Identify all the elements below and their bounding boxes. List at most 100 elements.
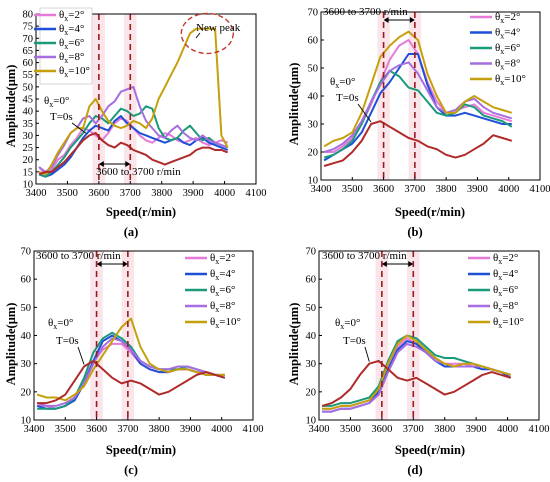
y-tick-label: 15: [23, 167, 34, 178]
x-tick-label: 3800: [151, 188, 172, 199]
y-tick-label: 20: [308, 148, 319, 159]
y-tick-label: 40: [21, 331, 32, 342]
baseline-pointer-line: [71, 122, 87, 134]
x-tick-label: 3500: [55, 424, 76, 435]
y-tick-label: 30: [306, 359, 317, 370]
x-axis-label: Speed(r/min): [395, 443, 465, 457]
baseline-label-angle: θx=0°: [335, 317, 360, 331]
y-tick-label: 30: [23, 131, 34, 142]
x-tick-label: 3900: [467, 184, 488, 195]
legend-label: θx=2°: [495, 11, 520, 25]
y-tick-label: 55: [23, 70, 34, 81]
legend-label: θx=6°: [210, 284, 235, 298]
y-tick-label: 20: [306, 387, 317, 398]
band-arrow-right-icon: [122, 261, 128, 267]
y-axis-label: Amplitude(μm): [287, 63, 301, 146]
x-tick-label: 3600: [88, 188, 109, 199]
x-tick-label: 3700: [404, 184, 425, 195]
y-tick-label: 30: [308, 120, 319, 131]
series-line: [323, 53, 512, 162]
baseline-label-time: T=0s: [50, 111, 73, 123]
legend-label: θx=4°: [495, 27, 520, 41]
baseline-label-time: T=0s: [336, 92, 359, 104]
y-tick-label: 50: [308, 64, 319, 75]
panel-label: (d): [407, 463, 422, 477]
band-arrow-right-icon: [125, 161, 131, 167]
x-tick-label: 4000: [497, 424, 518, 435]
chart-panel-c: 3400 3500 3600 3700 3800 3900 4000 4100 10 20 30 40…: [4, 247, 264, 478]
y-tick-label: 50: [21, 303, 32, 314]
band-annotation: 3600 to 3700 r/min: [322, 250, 407, 262]
legend-label: θx=10°: [59, 65, 90, 79]
x-axis-label: Speed(r/min): [395, 205, 465, 219]
band-arrow-right-icon: [408, 261, 414, 267]
band-arrow-left-icon: [96, 261, 102, 267]
legend-label: θx=2°: [493, 252, 518, 266]
band-arrow-left-icon: [381, 261, 387, 267]
x-tick-label: 4100: [246, 188, 267, 199]
y-tick-label: 10: [308, 176, 319, 187]
x-tick-label: 4000: [214, 188, 235, 199]
new-peak-circle: [180, 12, 234, 55]
y-tick-label: 40: [308, 92, 319, 103]
x-tick-label: 3600: [86, 424, 107, 435]
chart-panel-b: 3400 3500 3600 3700 3800 3900 4000 4100 10 20 30 40…: [287, 6, 550, 239]
legend-label: θx=10°: [210, 316, 241, 330]
x-tick-label: 3700: [120, 188, 141, 199]
series-line: [38, 132, 229, 176]
chart-panel-d: 3400 3500 3600 3700 3800 3900 4000 4100 10 20 30 40…: [287, 247, 550, 478]
legend-label: θx=4°: [493, 268, 518, 282]
baseline-label-angle: θx=0°: [330, 76, 355, 90]
x-tick-label: 4100: [243, 424, 264, 435]
baseline-label-time: T=0s: [343, 335, 366, 347]
series-line: [323, 61, 513, 153]
band-arrow-left-icon: [383, 17, 389, 23]
band-arrow-left-icon: [98, 161, 104, 167]
baseline-pointer-line: [77, 346, 85, 365]
x-tick-label: 3400: [311, 184, 332, 195]
series-line: [323, 120, 513, 167]
baseline-label-time: T=0s: [56, 335, 79, 347]
y-tick-label: 70: [23, 34, 34, 45]
series-line: [323, 69, 513, 159]
baseline-pointer-line: [364, 346, 370, 362]
y-tick-label: 70: [21, 247, 32, 258]
x-tick-label: 3900: [466, 424, 487, 435]
x-tick-label: 4000: [498, 184, 519, 195]
legend-label: θx=2°: [210, 252, 235, 266]
x-axis-label: Speed(r/min): [106, 443, 176, 457]
series-line: [323, 30, 513, 148]
y-tick-label: 50: [306, 303, 317, 314]
chart-panel-a: 3400 3500 3600 3700 3800 3900 4000 4100 10 152025…: [4, 7, 267, 239]
y-tick-label: 80: [23, 10, 34, 21]
y-tick-label: 60: [23, 58, 34, 69]
legend-label: θx=6°: [495, 42, 520, 56]
legend-label: θx=10°: [493, 316, 524, 330]
band-arrow-right-icon: [409, 17, 415, 23]
y-axis-label: Amplitude(μm): [4, 303, 18, 386]
baseline-pointer-line: [357, 103, 372, 123]
y-tick-label: 20: [21, 387, 32, 398]
x-tick-label: 3400: [24, 424, 45, 435]
y-tick-label: 75: [23, 22, 34, 33]
y-tick-label: 25: [23, 143, 34, 154]
series-line: [322, 334, 511, 410]
y-tick-label: 70: [306, 247, 317, 258]
y-tick-label: 60: [308, 36, 319, 47]
x-axis-label: Speed(r/min): [106, 205, 176, 219]
x-tick-label: 3800: [149, 424, 170, 435]
series-line: [36, 337, 225, 407]
y-tick-label: 30: [21, 359, 32, 370]
x-tick-label: 3800: [434, 424, 455, 435]
panel-label: (b): [407, 225, 422, 239]
legend-label: θx=8°: [59, 51, 84, 65]
x-tick-label: 3500: [342, 184, 363, 195]
y-tick-label: 60: [306, 275, 317, 286]
y-tick-label: 60: [21, 275, 32, 286]
x-tick-label: 4000: [211, 424, 232, 435]
x-tick-label: 3800: [436, 184, 457, 195]
x-tick-label: 3400: [26, 188, 47, 199]
legend-label: θx=8°: [493, 300, 518, 314]
x-tick-label: 3500: [57, 188, 78, 199]
band-annotation: 3600 to 3700 r/min: [36, 250, 121, 262]
